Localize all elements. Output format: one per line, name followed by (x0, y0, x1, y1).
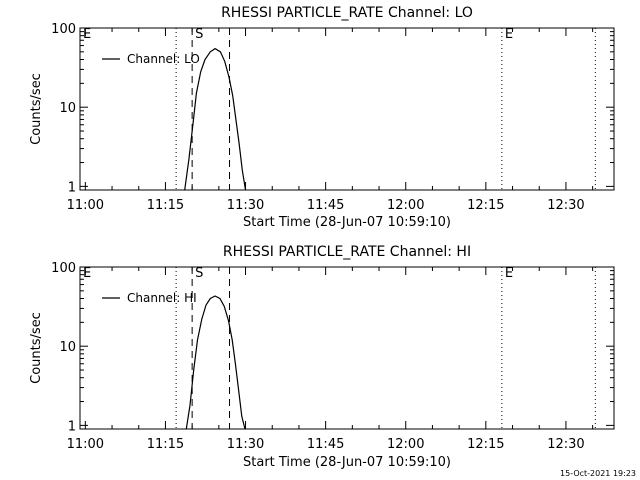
marker-label: E (83, 27, 91, 42)
y-tick-label: 100 (51, 261, 76, 276)
x-tick-label: 11:30 (227, 437, 264, 452)
y-tick-label: 1 (68, 180, 76, 195)
x-tick-label: 12:30 (547, 198, 584, 213)
x-axis-label: Start Time (28-Jun-07 10:59:10) (243, 215, 451, 230)
x-tick-label: 12:30 (547, 437, 584, 452)
x-tick-label: 11:45 (307, 198, 344, 213)
chart-panel-lo: RHESSI PARTICLE_RATE Channel: LO 11:00 11:… (29, 5, 615, 230)
y-tick-label: 10 (59, 101, 76, 116)
x-tick-label: 12:15 (467, 437, 504, 452)
x-tick-label: 11:15 (147, 198, 184, 213)
y-tick-label: 10 (59, 340, 76, 355)
series-line (184, 47, 247, 190)
chart-panel-hi: RHESSI PARTICLE_RATE Channel: HI 11:00 11:… (29, 244, 615, 470)
x-tick-label: 11:15 (147, 437, 184, 452)
chart-title: RHESSI PARTICLE_RATE Channel: LO (221, 5, 473, 21)
legend-label: Channel: HI (127, 291, 197, 305)
marker-label: S (195, 27, 203, 42)
x-tick-label: 12:15 (467, 198, 504, 213)
marker-label: E (505, 266, 513, 281)
x-axis-label: Start Time (28-Jun-07 10:59:10) (243, 455, 451, 470)
chart-title: RHESSI PARTICLE_RATE Channel: HI (223, 244, 471, 260)
y-tick-label: 100 (51, 22, 76, 37)
y-tick-label: 1 (68, 419, 76, 434)
x-tick-label: 11:45 (307, 437, 344, 452)
x-tick-label: 11:30 (227, 198, 264, 213)
legend-label: Channel: LO (127, 52, 200, 66)
series-line (185, 295, 246, 429)
y-axis-label: Counts/sec (29, 312, 44, 384)
x-tick-label: 11:00 (67, 437, 104, 452)
x-tick-label: 12:00 (387, 198, 424, 213)
marker-label: E (505, 27, 513, 42)
y-axis-label: Counts/sec (29, 73, 44, 145)
x-tick-label: 12:00 (387, 437, 424, 452)
footer-timestamp: 15-Oct-2021 19:23 (560, 469, 636, 478)
marker-label: S (195, 266, 203, 281)
x-tick-label: 11:00 (67, 198, 104, 213)
marker-label: E (83, 266, 91, 281)
